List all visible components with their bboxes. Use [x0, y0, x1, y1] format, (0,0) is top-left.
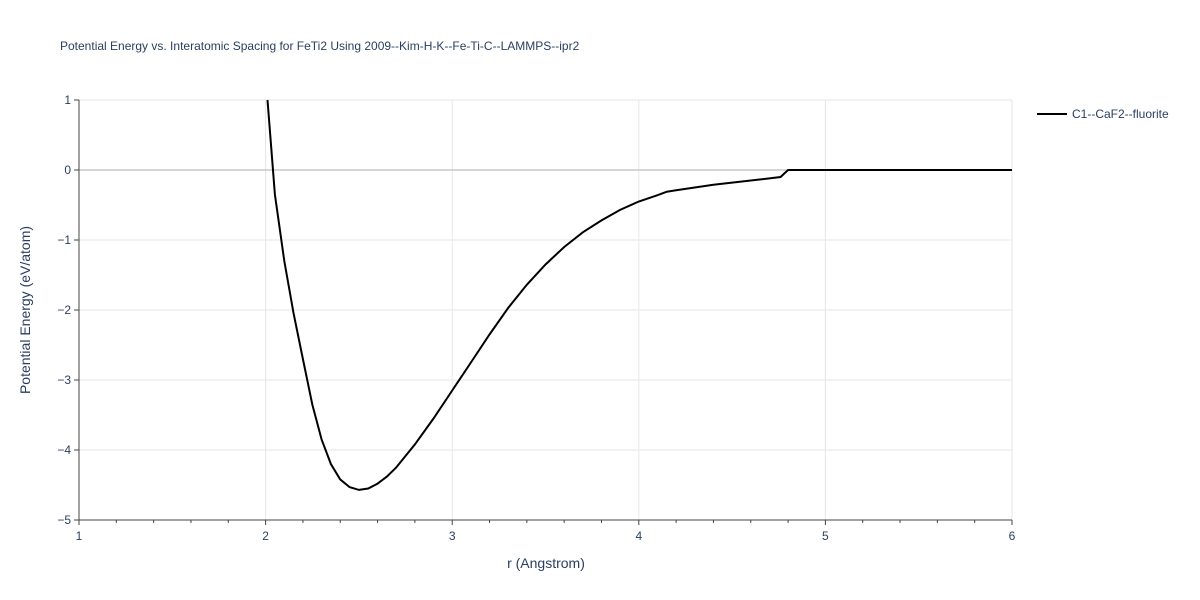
y-tick-label: 1	[64, 93, 71, 107]
series-line	[266, 99, 1012, 491]
series-layer	[266, 99, 1012, 491]
tick-labels: 1 2 3 4 5 6 −5 −4 −3 −2 −1 0 1	[57, 93, 1015, 543]
y-tick-label: −4	[57, 443, 71, 457]
y-tick-label: −1	[57, 233, 71, 247]
x-tick-label: 6	[1009, 529, 1016, 543]
y-tick-label: −3	[57, 373, 71, 387]
x-tick-label: 2	[262, 529, 269, 543]
x-tick-label: 3	[449, 529, 456, 543]
x-tick-label: 1	[76, 529, 83, 543]
axes	[74, 99, 1013, 525]
legend-item-label: C1--CaF2--fluorite	[1072, 107, 1169, 121]
chart-title: Potential Energy vs. Interatomic Spacing…	[60, 39, 580, 53]
y-axis-title: Potential Energy (eV/atom)	[17, 226, 33, 394]
x-tick-label: 5	[822, 529, 829, 543]
y-tick-label: −2	[57, 303, 71, 317]
y-tick-label: 0	[64, 163, 71, 177]
y-tick-label: −5	[57, 513, 71, 527]
legend[interactable]: C1--CaF2--fluorite	[1037, 107, 1169, 121]
grid-lines	[79, 99, 1013, 520]
x-axis-title: r (Angstrom)	[507, 555, 585, 571]
x-tick-label: 4	[635, 529, 642, 543]
